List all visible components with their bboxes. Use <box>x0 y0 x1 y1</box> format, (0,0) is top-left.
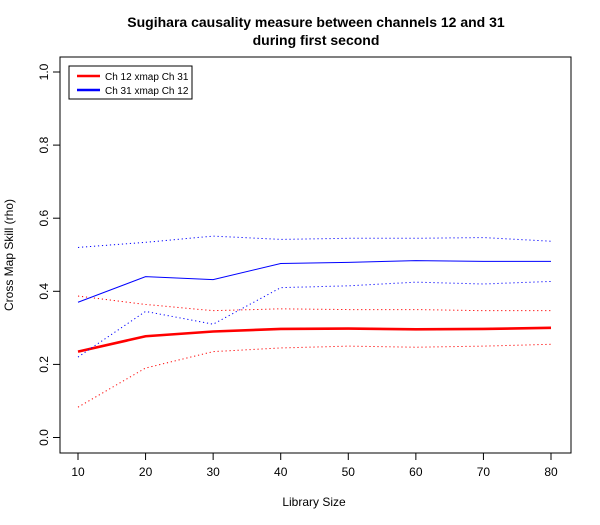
y-axis: 0.0 0.2 0.4 0.6 0.8 1.0 <box>37 63 61 446</box>
y-tick-label: 1.0 <box>37 63 51 80</box>
x-tick-label: 40 <box>274 465 288 479</box>
series-1-lower-bound <box>77 343 552 408</box>
legend-entry-series-1: Ch 12 xmap Ch 31 <box>105 72 189 83</box>
series-2-upper-bound <box>77 235 552 248</box>
legend: Ch 12 xmap Ch 31 Ch 31 xmap Ch 12 <box>68 65 193 100</box>
x-tick-label: 20 <box>139 465 153 479</box>
y-axis-label: Cross Map Skill (rho) <box>2 199 16 311</box>
chart-title-line-2: during first second <box>253 32 380 48</box>
x-tick-label: 80 <box>544 465 558 479</box>
series-layer <box>77 235 552 408</box>
y-tick-label: 0.6 <box>37 210 51 227</box>
legend-entry-series-2: Ch 31 xmap Ch 12 <box>105 86 189 97</box>
plot-frame <box>59 56 572 454</box>
legend-box <box>68 65 193 100</box>
y-tick-label: 0.8 <box>37 136 51 153</box>
series-2-lower-bound <box>77 280 552 358</box>
series-1-line <box>77 326 552 353</box>
y-tick-label: 0.4 <box>37 283 51 300</box>
x-tick-label: 50 <box>342 465 356 479</box>
x-tick-label: 60 <box>409 465 423 479</box>
series-1-upper-bound <box>77 295 551 312</box>
x-tick-label: 30 <box>206 465 220 479</box>
y-tick-label: 0.0 <box>37 429 51 446</box>
x-axis: 10 20 30 40 50 60 70 80 <box>71 452 558 479</box>
x-tick-label: 70 <box>477 465 491 479</box>
chart-title-line-1: Sugihara causality measure between chann… <box>127 14 505 30</box>
x-tick-label: 10 <box>71 465 85 479</box>
y-tick-label: 0.2 <box>37 356 51 373</box>
x-axis-label: Library Size <box>282 495 346 509</box>
series-2-line <box>77 260 551 303</box>
